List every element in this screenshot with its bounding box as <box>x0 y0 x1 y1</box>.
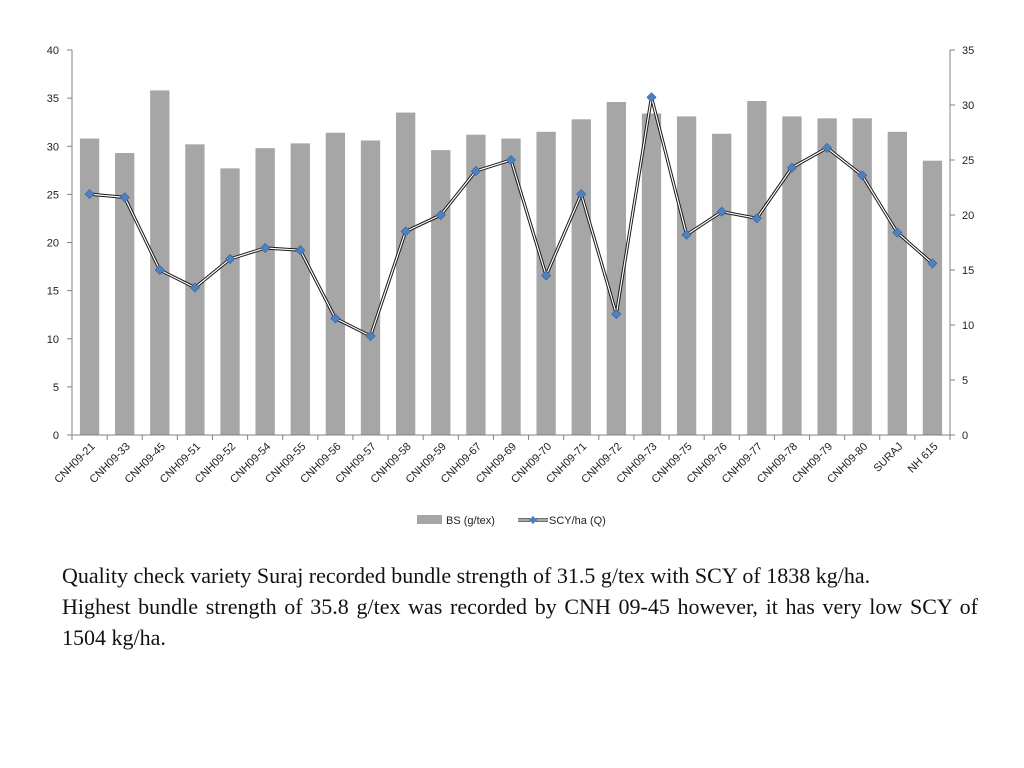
bar-bs <box>606 101 627 435</box>
marker-scy <box>260 242 271 254</box>
marker-scy <box>365 330 376 342</box>
y-left-tick-label: 5 <box>53 382 59 394</box>
bar-bs <box>325 132 346 435</box>
notes-text: Quality check variety Suraj recorded bun… <box>62 560 978 653</box>
bar-bs <box>501 138 521 436</box>
marker-scy <box>505 154 517 166</box>
legend: BS (g/tex) SCY/ha (Q) <box>417 515 606 527</box>
marker-scy <box>119 192 130 203</box>
bar-bs <box>79 138 100 436</box>
legend-label-bs: BS (g/tex) <box>446 515 495 527</box>
marker-scy <box>927 258 938 269</box>
bar-bs <box>255 148 275 436</box>
marker-scy <box>576 189 587 200</box>
y-left-tick-label: 15 <box>47 286 59 298</box>
marker-scy <box>330 313 341 324</box>
y-left-tick-label: 10 <box>47 334 59 346</box>
marker-scy <box>295 245 306 256</box>
marker-scy <box>154 264 165 276</box>
y-right-tick-label: 5 <box>962 375 968 387</box>
bar-bs <box>852 118 872 436</box>
x-tick-label: NH 615 <box>906 441 941 476</box>
marker-scy <box>646 92 657 103</box>
y-right-tick-label: 0 <box>962 430 968 442</box>
marker-scy <box>681 229 692 240</box>
bar-bs <box>571 119 591 436</box>
y-right-tick-label: 25 <box>962 155 974 167</box>
bar-bs <box>782 116 802 435</box>
bar-bs <box>115 152 135 436</box>
line-group <box>84 92 938 342</box>
marker-scy <box>857 170 868 181</box>
y-right-tick-label: 10 <box>962 320 974 332</box>
y-left-tick-label: 30 <box>47 141 59 153</box>
marker-scy <box>716 206 727 217</box>
x-tick-label: SURAJ <box>871 441 905 475</box>
note-suraj: Quality check variety Suraj recorded bun… <box>62 563 871 588</box>
y-right-tick-label: 30 <box>962 100 974 112</box>
y-right-tick-label: 35 <box>962 45 974 57</box>
y-right-tick-label: 15 <box>962 265 974 277</box>
bar-bs <box>676 116 697 435</box>
legend-swatch-bs <box>417 515 442 524</box>
bar-bs <box>220 168 240 435</box>
marker-scy <box>435 209 446 221</box>
bar-bs <box>466 134 486 435</box>
bar-bs <box>747 101 767 435</box>
y-left-tick-label: 20 <box>47 238 59 250</box>
bars-group <box>79 90 943 436</box>
marker-scy <box>892 227 903 238</box>
bar-bs <box>395 112 416 435</box>
bar-bs <box>887 131 907 435</box>
note-highest-bs: Highest bundle strength of 35.8 g/tex wa… <box>62 594 978 650</box>
chart-area: 0 5 10 15 20 25 30 35 40 0 5 10 15 20 25 30 35 CNH09-21 CN… <box>47 45 975 527</box>
marker-scy <box>611 308 622 320</box>
marker-scy <box>189 282 200 293</box>
bar-bs <box>431 150 451 435</box>
marker-scy <box>786 162 798 173</box>
y-left-tick-label: 25 <box>47 189 59 201</box>
marker-scy <box>400 226 411 237</box>
marker-scy <box>84 189 95 200</box>
marker-scy <box>751 213 762 224</box>
bar-bs <box>360 140 381 435</box>
bar-bs <box>290 143 310 436</box>
legend-label-scy: SCY/ha (Q) <box>549 515 606 527</box>
y-right-tick-label: 20 <box>962 210 974 222</box>
y-left-tick-label: 0 <box>53 430 59 442</box>
bar-bs <box>922 160 943 435</box>
bar-bs <box>712 133 732 436</box>
bar-bs <box>536 131 556 435</box>
bar-bs <box>817 118 837 436</box>
bar-bs <box>150 90 170 436</box>
combo-chart: 051015202530354005101520253035CNH09-21CN… <box>47 45 975 527</box>
y-left-tick-label: 35 <box>47 93 59 105</box>
marker-scy <box>541 270 552 281</box>
marker-scy <box>822 142 833 153</box>
y-left-tick-label: 40 <box>47 45 59 57</box>
bar-bs <box>641 113 662 436</box>
marker-scy <box>470 165 481 177</box>
legend-marker-scy <box>529 516 537 524</box>
marker-scy <box>224 253 236 265</box>
